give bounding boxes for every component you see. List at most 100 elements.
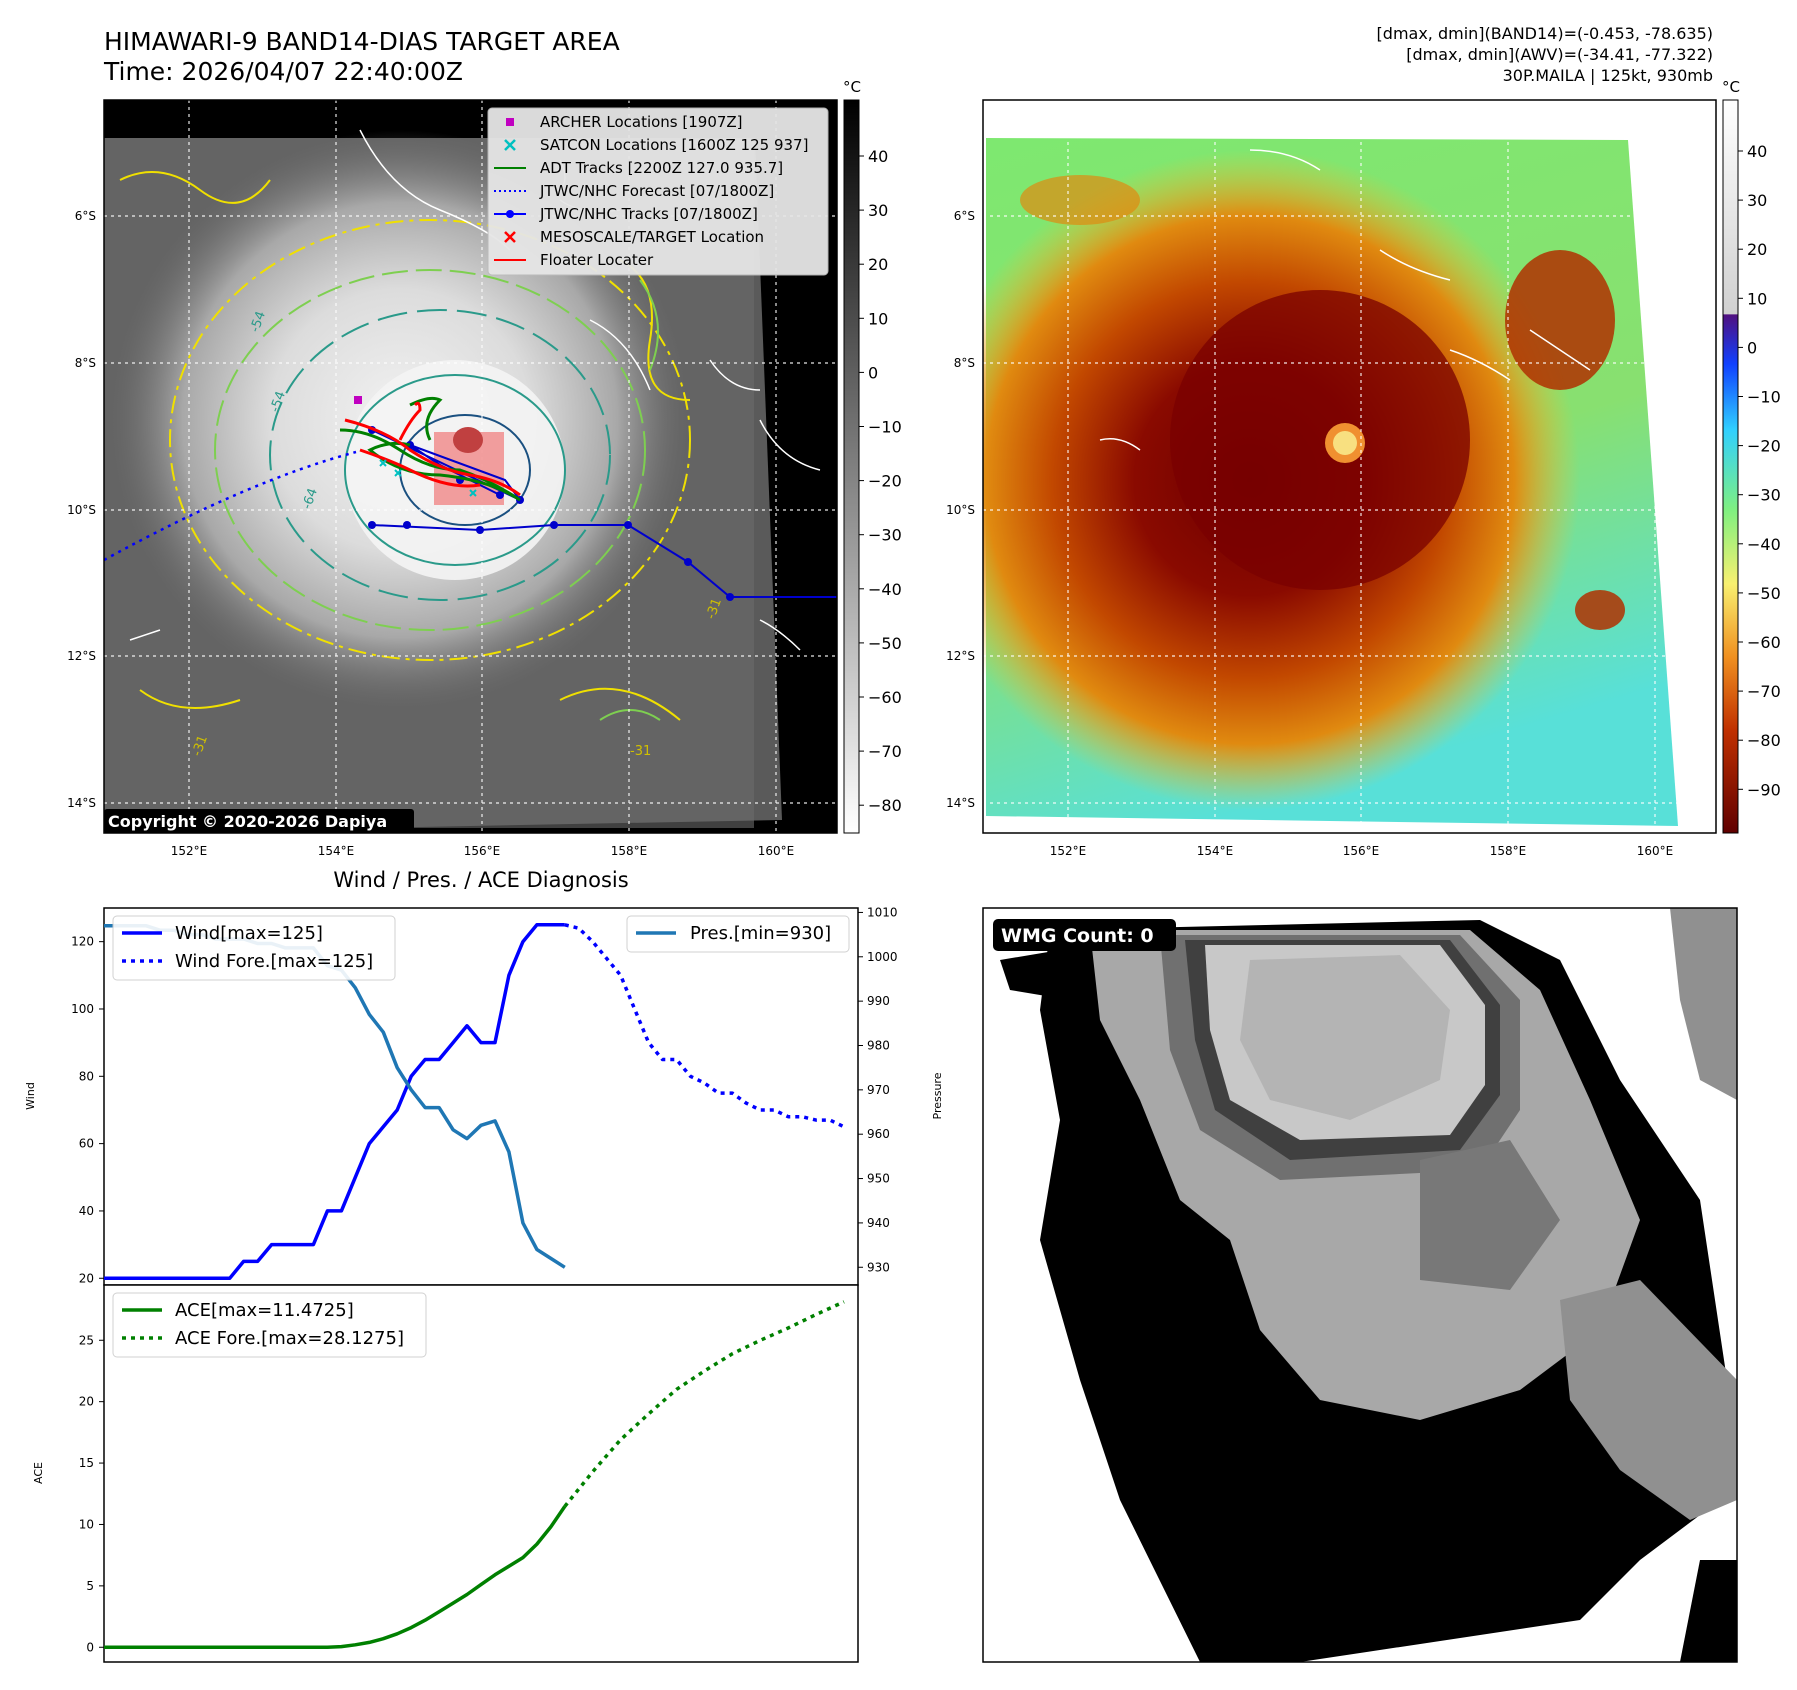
colorbar-unit: °C [1722, 78, 1740, 96]
ace-axis-label: ACE [32, 1462, 45, 1484]
ir-map-panel: -54 -54 -64 -31 -31 -31 Copyright © 2020… [67, 78, 902, 858]
colorbar-tick-label: −40 [1747, 535, 1781, 554]
lat-label: 8°S [954, 356, 975, 370]
colorbar-tick-label: 0 [1747, 338, 1757, 357]
contour-label: -64 [300, 486, 321, 511]
contour-label: -31 [190, 733, 211, 758]
lat-label: 6°S [75, 209, 96, 223]
lon-label: 152°E [1050, 844, 1087, 858]
colorbar-tick-label: −80 [868, 796, 902, 815]
legend-label: SATCON Locations [1600Z 125 937] [540, 136, 808, 154]
legend-marker [504, 231, 516, 243]
forecast-track [104, 450, 357, 562]
y-tick-label: 20 [79, 1395, 94, 1409]
colorbar-tick-label: −60 [1747, 633, 1781, 652]
y-tick-label: 10 [79, 1517, 94, 1531]
y-tick-label: 120 [71, 935, 94, 949]
contour-label: -31 [630, 744, 651, 759]
lat-label: 10°S [946, 503, 975, 517]
contour-label: -54 [248, 309, 269, 334]
lat-label: 12°S [946, 649, 975, 663]
colorbar-tick-label: 10 [868, 309, 888, 328]
awv-map-panel: 6°S 8°S 10°S 12°S 14°S 152°E 154°E 156°E… [946, 78, 1781, 858]
figure-time: Time: 2026/04/07 22:40:00Z [103, 57, 463, 86]
colorbar-tick-label: 30 [868, 201, 888, 220]
lat-label: 6°S [954, 209, 975, 223]
legend-label: ADT Tracks [2200Z 127.0 935.7] [540, 159, 783, 177]
archer-marker [354, 396, 362, 404]
colorbar-tick-label: 30 [1747, 191, 1767, 210]
legend-marker [506, 210, 514, 218]
lat-label: 12°S [67, 649, 96, 663]
pressure-axis-label: Pressure [931, 1072, 944, 1119]
lon-label: 154°E [1197, 844, 1234, 858]
contour-label: -31 [704, 596, 725, 621]
lat-label: 10°S [67, 503, 96, 517]
colorbar-tick-label: −70 [868, 742, 902, 761]
y-tick-label: 15 [79, 1456, 94, 1470]
awv-range: [dmax, dmin](AWV)=(-34.41, -77.322) [1406, 45, 1713, 64]
y2-tick-label: 970 [867, 1083, 890, 1097]
wind-axis-label: Wind [24, 1082, 37, 1110]
legend-label: JTWC/NHC Tracks [07/1800Z] [539, 205, 758, 223]
colorbar-unit: °C [843, 78, 861, 96]
wmg-count: WMG Count: 0 [1001, 925, 1154, 947]
legend-marker [506, 118, 514, 126]
y-tick-label: 25 [79, 1333, 94, 1347]
figure-title: HIMAWARI-9 BAND14-DIAS TARGET AREA [104, 27, 620, 56]
legend-ace: ACE[max=11.4725] [175, 1300, 354, 1321]
lat-label: 14°S [67, 796, 96, 810]
colorbar-tick-label: 20 [868, 255, 888, 274]
wmg-panel: WMG Count: 0 [982, 907, 1738, 1663]
floater-track [344, 401, 521, 497]
y-tick-label: 60 [79, 1137, 94, 1151]
y-tick-label: 80 [79, 1069, 94, 1083]
colorbar-tick-label: 20 [1747, 240, 1767, 259]
lon-label: 160°E [758, 844, 795, 858]
ir-legend: ARCHER Locations [1907Z] SATCON Locations… [487, 107, 829, 276]
contour-label: -54 [268, 389, 289, 414]
colorbar-tick-label: −50 [868, 634, 902, 653]
colorbar-tick-label: −10 [1747, 388, 1781, 407]
colorbar-tick-label: 40 [1747, 142, 1767, 161]
lat-label: 8°S [75, 356, 96, 370]
legend-ace-forecast: ACE Fore.[max=28.1275] [175, 1328, 404, 1349]
colorbar-tick-label: −40 [868, 580, 902, 599]
colorbar-tick-label: −10 [868, 418, 902, 437]
y-tick-label: 20 [79, 1271, 94, 1285]
ace-panel: 0 5 10 15 20 25 ACE ACE[max=11.4725] ACE Fore… [32, 1284, 859, 1663]
colorbar-tick-label: −30 [1747, 486, 1781, 505]
lon-label: 160°E [1637, 844, 1674, 858]
lat-label: 14°S [946, 796, 975, 810]
y-tick-label: 100 [71, 1002, 94, 1016]
colorbar-tick-label: −60 [868, 688, 902, 707]
ir-colorbar [843, 99, 860, 834]
legend-label: JTWC/NHC Forecast [07/1800Z] [539, 182, 774, 200]
colorbar-tick-label: 40 [868, 147, 888, 166]
y2-tick-label: 1010 [867, 905, 898, 919]
legend-pressure: Pres.[min=930] [690, 923, 831, 944]
lon-label: 152°E [171, 844, 208, 858]
y2-tick-label: 980 [867, 1038, 890, 1052]
colorbar-tick-label: −30 [868, 526, 902, 545]
storm-summary: 30P.MAILA | 125kt, 930mb [1503, 66, 1713, 85]
colorbar-tick-label: −80 [1747, 731, 1781, 750]
y2-tick-label: 950 [867, 1172, 890, 1186]
copyright-box [104, 809, 414, 833]
y-tick-label: 0 [86, 1640, 94, 1654]
legend-label: MESOSCALE/TARGET Location [540, 228, 764, 246]
y2-tick-label: 1000 [867, 950, 898, 964]
legend-marker [504, 139, 516, 151]
lon-label: 154°E [318, 844, 355, 858]
wmg-count-badge [993, 919, 1176, 951]
legend-label: ARCHER Locations [1907Z] [540, 113, 743, 131]
y-tick-label: 40 [79, 1204, 94, 1218]
diagnosis-title: Wind / Pres. / ACE Diagnosis [333, 868, 628, 892]
y-tick-label: 5 [86, 1579, 94, 1593]
y2-tick-label: 930 [867, 1260, 890, 1274]
colorbar-tick-label: −20 [1747, 437, 1781, 456]
series-line [564, 923, 845, 1129]
series-line [104, 923, 565, 1281]
colorbar-tick-label: −90 [1747, 780, 1781, 799]
